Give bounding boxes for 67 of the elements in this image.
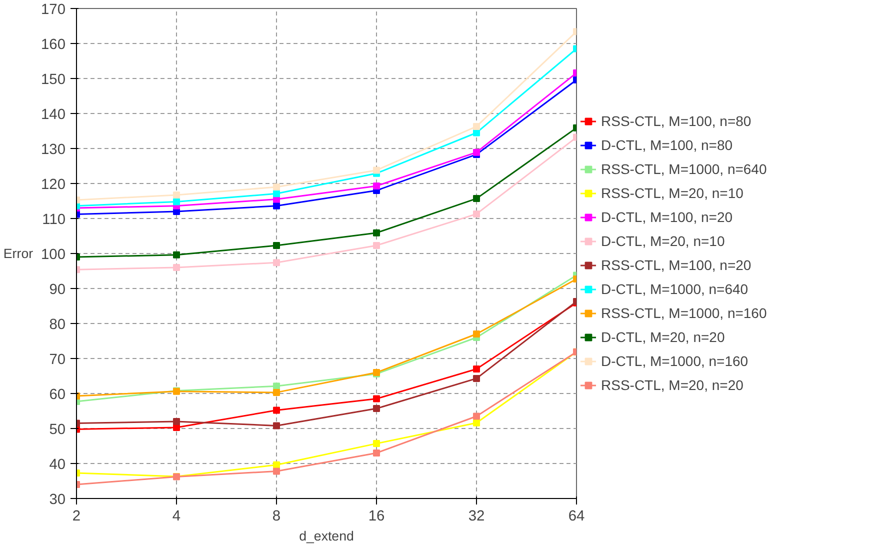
- point: [473, 412, 480, 420]
- legend-label: D-CTL, M=100, n=20: [601, 209, 733, 225]
- legend-label: D-CTL, M=20, n=20: [601, 329, 725, 345]
- y-tick-label: 160: [41, 37, 66, 53]
- y-tick-label: 90: [49, 282, 66, 298]
- point: [273, 422, 280, 430]
- x-tick-label: 4: [172, 508, 181, 524]
- legend-label: D-CTL, M=20, n=10: [601, 233, 725, 249]
- point: [373, 242, 380, 249]
- point: [373, 440, 380, 448]
- y-tick-label: 80: [49, 317, 66, 333]
- y-tick-label: 50: [49, 422, 66, 438]
- y-tick-label: 60: [49, 387, 66, 403]
- y-tick-label: 150: [41, 72, 66, 88]
- point: [473, 195, 480, 202]
- point: [373, 229, 380, 236]
- point: [473, 374, 480, 382]
- legend-label: D-CTL, M=1000, n=160: [601, 353, 748, 369]
- x-tick-label: 8: [272, 508, 281, 524]
- y-tick-label: 110: [42, 212, 66, 228]
- point: [273, 242, 280, 249]
- y-tick-label: 70: [49, 352, 66, 368]
- point: [473, 210, 480, 218]
- point: [473, 122, 480, 130]
- legend-label: D-CTL, M=100, n=80: [601, 137, 733, 153]
- point: [473, 330, 480, 338]
- legend-label: RSS-CTL, M=20, n=10: [601, 185, 744, 201]
- point: [173, 251, 180, 258]
- point: [173, 192, 180, 199]
- legend-label: D-CTL, M=1000, n=640: [601, 281, 748, 297]
- legend-label: RSS-CTL, M=1000, n=640: [601, 161, 767, 177]
- x-tick-label: 16: [368, 508, 385, 524]
- point: [273, 388, 280, 396]
- point: [273, 202, 280, 210]
- point: [473, 129, 480, 136]
- point: [273, 406, 280, 414]
- point: [273, 184, 280, 190]
- point: [173, 418, 180, 425]
- x-axis-title: d_extend: [299, 528, 354, 544]
- y-axis-title: Error: [3, 246, 34, 261]
- y-tick-label: 30: [49, 492, 66, 508]
- point: [373, 166, 380, 174]
- point: [273, 190, 280, 198]
- point: [173, 264, 180, 271]
- y-tick-label: 120: [41, 177, 66, 193]
- y-tick-label: 130: [41, 142, 66, 158]
- point: [373, 395, 380, 402]
- point: [473, 366, 480, 372]
- legend-label: RSS-CTL, M=100, n=80: [601, 113, 752, 129]
- x-tick-label: 64: [568, 508, 585, 524]
- point: [373, 182, 380, 190]
- y-tick-label: 170: [41, 2, 66, 18]
- y-tick-label: 100: [41, 247, 66, 263]
- y-tick-label: 40: [49, 457, 66, 473]
- x-tick-label: 32: [468, 508, 485, 524]
- legend-label: RSS-CTL, M=100, n=20: [601, 257, 752, 273]
- legend-label: RSS-CTL, M=1000, n=160: [601, 305, 767, 321]
- point: [373, 450, 380, 456]
- x-tick-label: 2: [72, 508, 81, 524]
- point: [273, 382, 280, 390]
- point: [273, 468, 280, 475]
- point: [373, 405, 380, 412]
- point: [473, 419, 480, 426]
- point: [173, 198, 180, 206]
- y-tick-label: 140: [41, 107, 66, 123]
- point: [273, 259, 280, 266]
- legend-label: RSS-CTL, M=20, n=20: [601, 377, 744, 393]
